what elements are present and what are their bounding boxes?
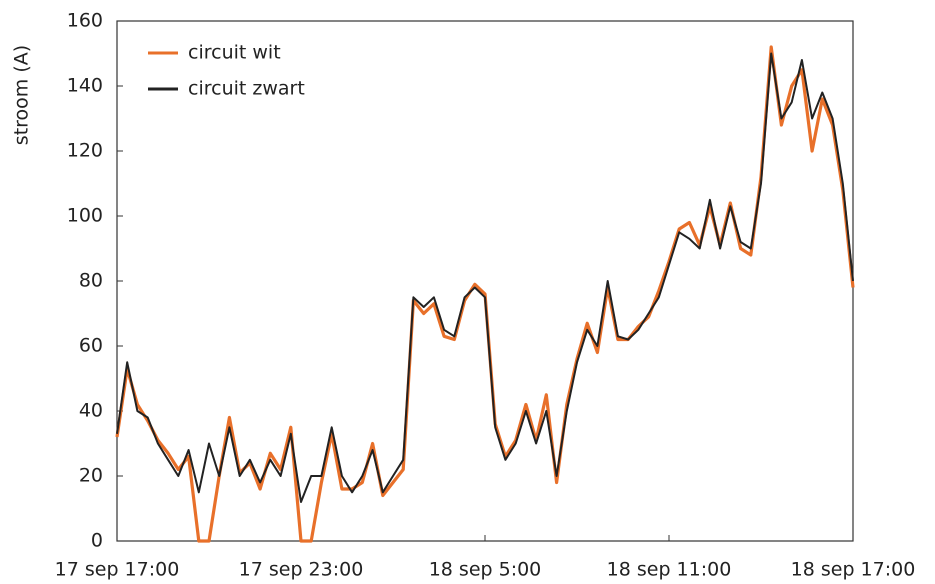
series-line bbox=[116, 52, 854, 503]
x-tick-label: 18 sep 5:00 bbox=[429, 559, 542, 581]
y-tick-label: 140 bbox=[67, 75, 103, 97]
y-tick-label: 80 bbox=[79, 270, 103, 292]
x-tick-label: 17 sep 17:00 bbox=[55, 559, 180, 581]
x-tick-label: 18 sep 17:00 bbox=[791, 559, 916, 581]
legend-label: circuit wit bbox=[188, 42, 281, 64]
y-tick-label: 160 bbox=[67, 10, 103, 32]
y-tick-label: 120 bbox=[67, 140, 103, 162]
y-tick-label: 0 bbox=[91, 530, 103, 552]
y-tick-label: 60 bbox=[79, 335, 103, 357]
y-tick-label: 20 bbox=[79, 465, 103, 487]
y-tick-label: 40 bbox=[79, 400, 103, 422]
x-tick-label: 17 sep 23:00 bbox=[239, 559, 364, 581]
legend-label: circuit zwart bbox=[188, 78, 305, 100]
y-tick-label: 100 bbox=[67, 205, 103, 227]
x-tick-label: 18 sep 11:00 bbox=[607, 559, 732, 581]
y-axis-label: stroom (A) bbox=[11, 45, 33, 145]
series-line bbox=[115, 45, 855, 543]
